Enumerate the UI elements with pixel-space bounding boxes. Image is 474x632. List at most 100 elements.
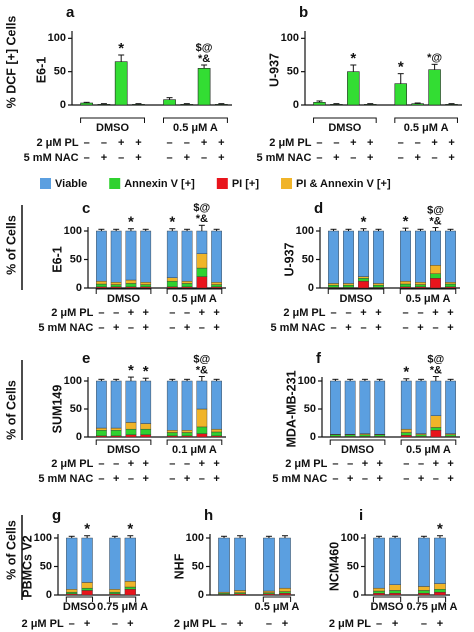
condition-mark: + <box>347 473 353 485</box>
y-tick-label: 50 <box>304 403 316 415</box>
y-tick-label: 100 <box>296 225 314 237</box>
condition-mark: – <box>169 322 175 334</box>
y-tick-label: 50 <box>40 560 52 572</box>
condition-mark: + <box>375 322 381 334</box>
bar-segment <box>124 581 136 588</box>
legend-label: PI & Annexin V [+] <box>296 178 391 190</box>
condition-mark: + <box>84 618 90 630</box>
condition-mark: + <box>127 618 133 630</box>
condition-mark: + <box>142 322 148 334</box>
condition-label: 5 mM NAC <box>272 473 327 485</box>
condition-mark: – <box>376 618 382 630</box>
condition-mark: – <box>316 137 322 149</box>
condition-mark: – <box>332 473 338 485</box>
condition-mark: + <box>433 458 439 470</box>
bar-segment <box>415 380 427 434</box>
condition-mark: – <box>403 458 409 470</box>
annotation: * <box>169 214 175 231</box>
panel-letter: i <box>359 507 363 524</box>
y-axis-label: E6-1 <box>34 57 48 83</box>
annotation: *& <box>430 364 442 376</box>
group-bracket <box>166 288 223 294</box>
bar-segment <box>358 276 369 279</box>
bar-segment <box>166 280 178 288</box>
condition-label: 5 mM NAC <box>38 473 93 485</box>
y-tick-label: 100 <box>34 532 52 544</box>
bar-segment <box>96 427 107 431</box>
condition-mark: + <box>128 307 134 319</box>
annotation: $@ <box>193 202 210 214</box>
y-tick-label: 50 <box>287 66 299 78</box>
condition-mark: + <box>142 458 148 470</box>
condition-label: 2 μM PL <box>283 307 325 319</box>
bar-segment <box>263 590 275 593</box>
group-label: 0.75 μM A <box>97 601 148 613</box>
row-label: % of Cells <box>4 380 18 440</box>
condition-mark: – <box>166 137 172 149</box>
bar-segment <box>358 230 369 277</box>
condition-mark: – <box>98 473 104 485</box>
condition-mark: + <box>237 618 243 630</box>
bar <box>114 61 128 106</box>
bar-segment <box>96 430 107 437</box>
condition-mark: – <box>418 458 424 470</box>
bar-segment <box>430 265 441 274</box>
condition-mark: – <box>84 152 90 164</box>
bar-segment <box>374 380 386 435</box>
condition-mark: + <box>447 322 453 334</box>
panel-letter: d <box>314 200 323 217</box>
condition-mark: – <box>398 152 404 164</box>
y-axis-label: E6-1 <box>50 246 64 272</box>
condition-mark: – <box>184 307 190 319</box>
bar-segment <box>445 380 456 434</box>
condition-mark: + <box>447 458 453 470</box>
group-bracket <box>313 117 377 123</box>
bar-segment <box>166 277 178 282</box>
condition-mark: – <box>403 473 409 485</box>
condition-mark: + <box>184 322 190 334</box>
condition-mark: + <box>376 473 382 485</box>
row-label: % DCF [+] Cells <box>4 16 18 109</box>
bar-segment <box>81 582 93 589</box>
bar-segment <box>389 590 401 594</box>
bar-segment <box>109 589 121 593</box>
y-tick-label: 0 <box>198 589 204 601</box>
bar-segment <box>389 593 401 596</box>
annotation: *& <box>196 364 208 376</box>
condition-mark: + <box>350 137 356 149</box>
bar-segment <box>418 590 430 594</box>
condition-mark: + <box>431 137 437 149</box>
condition-label: 5 mM NAC <box>270 322 325 334</box>
annotation: $@ <box>427 204 444 216</box>
condition-mark: – <box>332 458 338 470</box>
condition-mark: – <box>360 322 366 334</box>
bar-segment <box>344 434 356 437</box>
y-tick-label: 0 <box>310 431 316 443</box>
group-bracket <box>108 596 137 602</box>
bar-segment <box>359 434 371 437</box>
annotation: *@ <box>427 52 442 64</box>
condition-mark: + <box>184 473 190 485</box>
condition-mark: – <box>169 473 175 485</box>
bar-segment <box>415 230 426 283</box>
condition-label: 2 μM PL <box>51 458 93 470</box>
bar-segment <box>196 230 208 254</box>
bar-segment <box>166 380 178 431</box>
panel-letter: a <box>66 4 75 21</box>
bar-segment <box>196 380 208 410</box>
bar-segment <box>434 591 446 596</box>
condition-mark: + <box>282 618 288 630</box>
condition-mark: – <box>362 473 368 485</box>
group-label: DMSO <box>63 601 96 613</box>
bar-segment <box>400 428 412 433</box>
condition-mark: – <box>266 618 272 630</box>
condition-mark: – <box>433 473 439 485</box>
y-tick-label: 100 <box>64 375 82 387</box>
condition-mark: – <box>402 322 408 334</box>
condition-mark: + <box>376 458 382 470</box>
bar-segment <box>140 380 152 424</box>
y-tick-label: 50 <box>347 560 359 572</box>
bar-segment <box>400 435 412 438</box>
bar-segment <box>181 283 193 288</box>
panel-letter: h <box>204 507 213 524</box>
